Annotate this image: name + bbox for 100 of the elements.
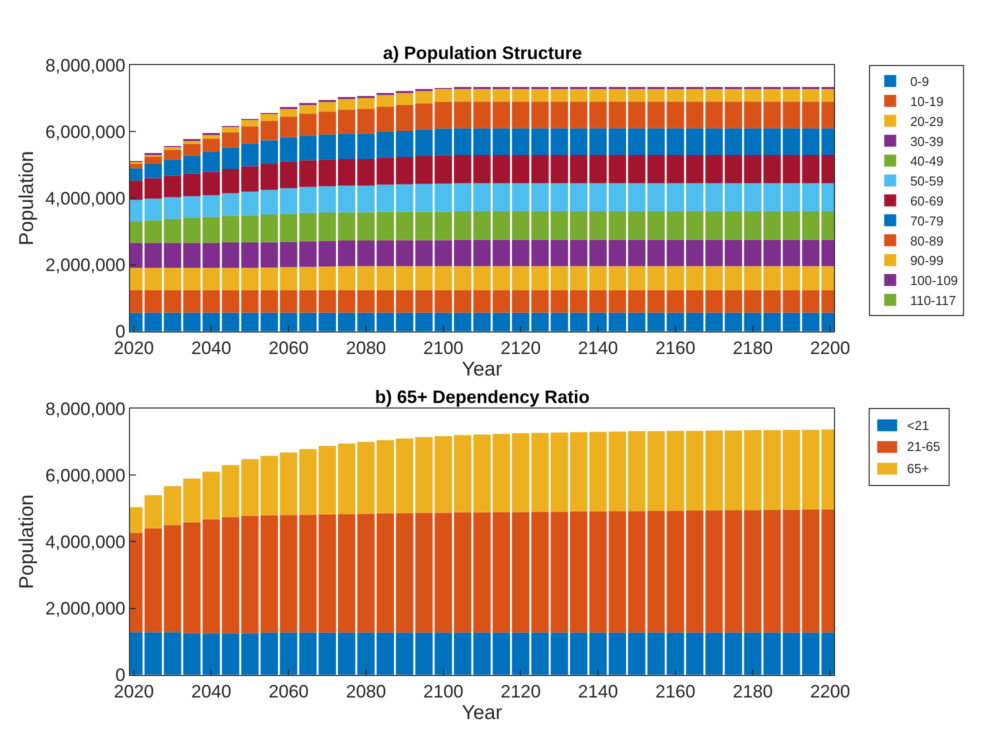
- bar: [782, 266, 800, 290]
- bar: [802, 128, 820, 155]
- bar: [222, 126, 240, 132]
- bar: [492, 266, 510, 290]
- bar: [396, 240, 414, 266]
- bar: [396, 130, 414, 157]
- bar: [763, 88, 781, 102]
- y-tick-label: 4,000,000: [45, 188, 126, 209]
- bar: [492, 154, 510, 184]
- bar: [763, 183, 781, 212]
- bar: [396, 290, 414, 313]
- bar: [376, 184, 394, 212]
- bar: [260, 120, 278, 140]
- bar: [241, 120, 259, 126]
- y-axis-title: Population: [16, 494, 38, 589]
- bar: [338, 514, 356, 633]
- bar: [338, 632, 356, 675]
- bar: [434, 102, 452, 129]
- bar: [473, 128, 491, 155]
- bar: [260, 214, 278, 242]
- bar: [802, 102, 820, 128]
- bar: [512, 128, 530, 155]
- bar: [415, 266, 433, 290]
- bar: [473, 212, 491, 240]
- bar: [550, 432, 568, 512]
- bar: [338, 212, 356, 241]
- bar: [338, 266, 356, 290]
- bar: [686, 266, 704, 290]
- chart-title: b) 65+ Dependency Ratio: [375, 387, 590, 407]
- x-tick-label: 2140: [578, 338, 618, 358]
- bar: [512, 154, 530, 184]
- bar: [415, 632, 433, 675]
- bar: [550, 88, 568, 102]
- bar: [744, 183, 762, 212]
- x-tick-label: 2080: [346, 682, 386, 702]
- x-tick-label: 2160: [655, 682, 696, 702]
- bar: [473, 266, 491, 290]
- bar: [202, 290, 220, 313]
- bar: [531, 290, 549, 313]
- bar: [512, 266, 530, 290]
- bar: [338, 98, 356, 110]
- bar: [415, 130, 433, 156]
- bar: [782, 212, 800, 240]
- y-tick-label: 4,000,000: [45, 532, 126, 552]
- bar: [454, 128, 472, 155]
- bar: [357, 632, 375, 675]
- y-tick-label: 6,000,000: [45, 465, 126, 486]
- bar: [318, 112, 336, 135]
- bar: [144, 312, 162, 332]
- bar: [473, 632, 491, 675]
- bar: [260, 515, 278, 633]
- legend-label: 60-69: [910, 193, 944, 208]
- bar: [744, 312, 762, 332]
- x-tick-label: 2180: [732, 338, 773, 358]
- bar: [744, 102, 762, 128]
- bar: [202, 268, 220, 290]
- bar: [744, 88, 762, 102]
- bar: [473, 290, 491, 313]
- y-tick-label: 2,000,000: [45, 598, 126, 619]
- bar: [550, 183, 568, 212]
- bar: [318, 446, 336, 514]
- bar: [318, 266, 336, 290]
- bar: [570, 183, 588, 212]
- bar: [550, 212, 568, 240]
- legend-label: 0-9: [910, 74, 929, 90]
- bar: [492, 290, 510, 313]
- x-tick-label: 2040: [191, 682, 232, 702]
- bar: [338, 134, 356, 159]
- bar: [376, 94, 394, 107]
- bar: [318, 212, 336, 241]
- bar: [512, 512, 530, 633]
- bar: [802, 183, 820, 212]
- bar: [473, 154, 491, 184]
- legend-label: 100-109: [910, 273, 958, 288]
- x-tick-label: 2200: [810, 682, 850, 702]
- bar: [415, 312, 433, 332]
- bar: [473, 183, 491, 212]
- bar: [318, 312, 336, 332]
- bar: [415, 184, 433, 212]
- bar: [454, 312, 472, 332]
- bar: [628, 154, 646, 184]
- bar: [202, 216, 220, 243]
- bar: [550, 240, 568, 266]
- bar: [492, 240, 510, 266]
- bar: [531, 88, 549, 102]
- bar: [802, 266, 820, 290]
- bar: [260, 290, 278, 313]
- bar: [550, 290, 568, 313]
- bar: [260, 312, 278, 332]
- bar: [570, 432, 588, 512]
- bar: [492, 102, 510, 128]
- bar: [802, 290, 820, 313]
- bar: [763, 240, 781, 266]
- bar: [338, 312, 356, 332]
- bar: [763, 312, 781, 332]
- bar: [376, 106, 394, 132]
- bar: [454, 183, 472, 212]
- bar: [802, 88, 820, 102]
- bar: [202, 195, 220, 217]
- x-tick-label: 2200: [810, 338, 850, 358]
